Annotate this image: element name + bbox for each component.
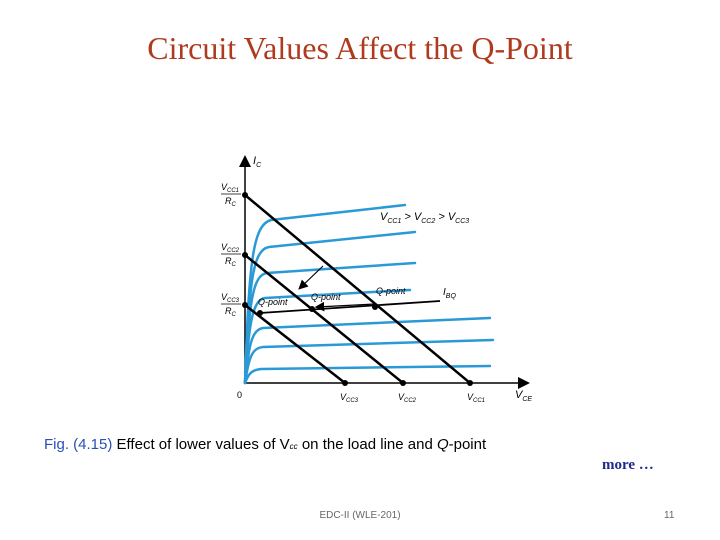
footer-text: EDC-II (WLE-201) bbox=[319, 510, 401, 521]
x-tick-vcc2: VCC2 bbox=[398, 392, 417, 404]
load-lines bbox=[243, 193, 472, 385]
y-tick-vcc1-rc: VCC1 RC bbox=[221, 182, 241, 208]
curve-7 bbox=[243, 203, 407, 385]
load-line-endpoints bbox=[242, 192, 473, 386]
svg-text:RC: RC bbox=[225, 306, 237, 318]
vcc-inequality: VCC1 > VCC2 > VCC3 bbox=[380, 211, 469, 226]
load-line-vcc1 bbox=[243, 193, 472, 385]
q-point-label-3: Q-point bbox=[258, 297, 288, 307]
figure-number: Fig. (4.15) bbox=[44, 436, 113, 453]
figure-caption: Fig. (4.15) Effect of lower values of Vc… bbox=[44, 436, 487, 453]
ibq-curve bbox=[259, 300, 441, 314]
q-shift-arrows bbox=[298, 265, 376, 312]
q-point-label-1: Q-point bbox=[376, 286, 406, 296]
origin-label: 0 bbox=[237, 390, 242, 400]
x-tick-vcc1: VCC1 bbox=[467, 392, 485, 404]
x-tick-vcc3: VCC3 bbox=[340, 392, 359, 404]
x-axis-label: VCE bbox=[515, 389, 532, 403]
more-link[interactable]: more … bbox=[602, 457, 654, 473]
q-point-label-2: Q-point bbox=[311, 292, 341, 302]
slide-title: Circuit Values Affect the Q-Point bbox=[147, 30, 573, 66]
characteristic-curves bbox=[243, 203, 495, 385]
load-line-vcc2 bbox=[243, 253, 405, 385]
ibq-label: IBQ bbox=[443, 287, 456, 300]
curve-3 bbox=[243, 316, 492, 385]
svg-text:VCC1: VCC1 bbox=[221, 182, 239, 194]
page-number: 11 bbox=[664, 510, 675, 521]
svg-text:RC: RC bbox=[225, 256, 237, 268]
curve-2 bbox=[243, 338, 495, 385]
y-tick-vcc3-rc: VCC3 RC bbox=[221, 292, 241, 318]
load-line-diagram: IC VCE 0 VCC1 RC VCC2 RC VCC3 RC VCC3 VC… bbox=[221, 155, 532, 404]
y-tick-vcc2-rc: VCC2 RC bbox=[221, 242, 241, 268]
y-axis-label: IC bbox=[253, 155, 262, 169]
svg-text:VCC3: VCC3 bbox=[221, 292, 240, 304]
load-line-vcc3 bbox=[243, 303, 347, 385]
svg-text:RC: RC bbox=[225, 196, 237, 208]
svg-text:VCC2: VCC2 bbox=[221, 242, 240, 254]
